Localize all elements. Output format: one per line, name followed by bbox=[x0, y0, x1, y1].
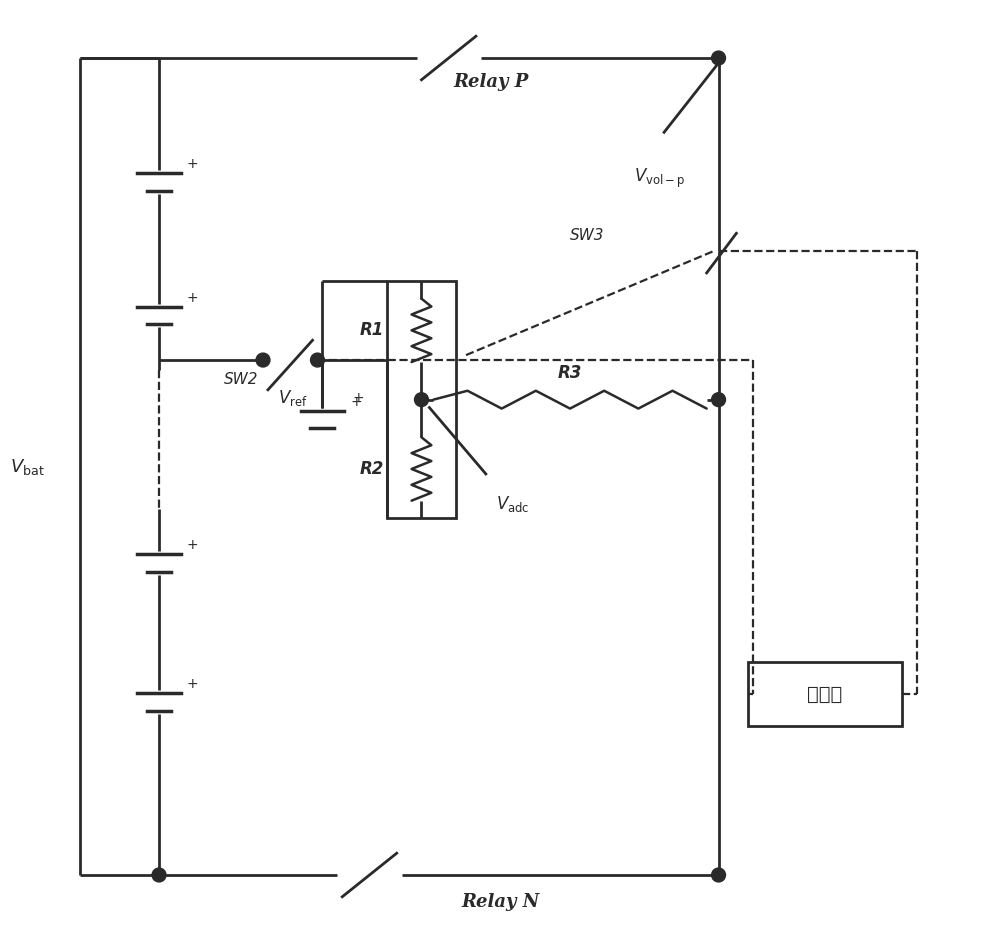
Text: SW2: SW2 bbox=[224, 372, 258, 387]
Text: $V_{\rm vol-p}$: $V_{\rm vol-p}$ bbox=[634, 167, 686, 191]
Circle shape bbox=[712, 51, 725, 65]
Text: +: + bbox=[350, 395, 362, 409]
Bar bbox=[748, 662, 902, 727]
Circle shape bbox=[712, 868, 725, 882]
Text: +: + bbox=[187, 290, 198, 304]
Circle shape bbox=[311, 353, 324, 367]
Circle shape bbox=[415, 392, 428, 406]
Text: $V_{\rm ref}$: $V_{\rm ref}$ bbox=[278, 388, 308, 407]
Text: +: + bbox=[187, 538, 198, 552]
Text: +: + bbox=[352, 390, 364, 404]
Text: 控制器: 控制器 bbox=[807, 685, 843, 703]
Circle shape bbox=[152, 868, 166, 882]
Text: Relay N: Relay N bbox=[462, 893, 540, 911]
Text: R3: R3 bbox=[558, 364, 582, 382]
Text: SW3: SW3 bbox=[570, 228, 605, 243]
Text: $V_{\rm adc}$: $V_{\rm adc}$ bbox=[496, 494, 529, 514]
Circle shape bbox=[712, 392, 725, 406]
Text: +: + bbox=[187, 677, 198, 691]
Circle shape bbox=[256, 353, 270, 367]
Bar bbox=[387, 281, 456, 518]
Text: Relay P: Relay P bbox=[453, 73, 528, 91]
Text: +: + bbox=[187, 157, 198, 171]
Text: R2: R2 bbox=[359, 460, 384, 478]
Text: $V_{\rm bat}$: $V_{\rm bat}$ bbox=[10, 457, 45, 476]
Text: R1: R1 bbox=[359, 321, 384, 339]
